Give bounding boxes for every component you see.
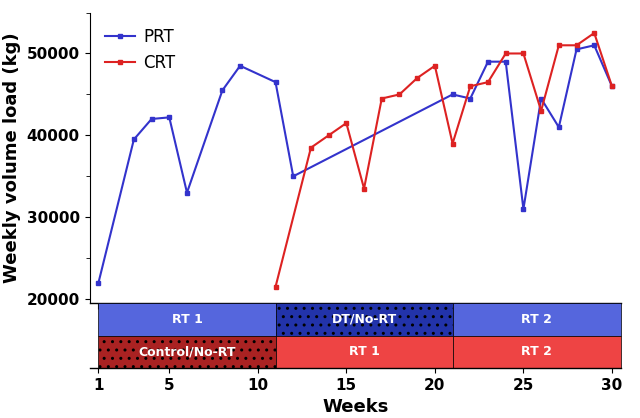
Bar [452,303,621,336]
PRT [183,190,191,195]
CRT [324,133,333,138]
CRT [360,186,368,191]
PRT [289,174,297,179]
Bar [99,336,275,368]
PRT [537,96,545,101]
PRT [236,63,244,68]
PRT [555,125,563,130]
PRT [130,137,138,142]
PRT [467,96,474,101]
PRT [271,80,279,85]
CRT [271,284,279,289]
Text: DT/No-RT: DT/No-RT [332,313,397,326]
X-axis label: Weeks: Weeks [322,398,388,416]
CRT [467,84,474,89]
CRT [573,43,580,48]
PRT [484,59,492,64]
PRT [148,117,156,122]
Text: RT 2: RT 2 [521,345,552,358]
CRT [431,63,439,68]
Y-axis label: Weekly volume load (kg): Weekly volume load (kg) [3,33,21,283]
Line: CRT: CRT [273,31,614,289]
Bar [452,336,621,368]
CRT [520,51,527,56]
PRT [590,43,598,48]
CRT [378,96,385,101]
Text: Control/No-RT: Control/No-RT [138,345,236,358]
CRT [307,145,315,150]
CRT [484,80,492,85]
Legend: PRT, CRT: PRT, CRT [98,21,182,79]
CRT [537,108,545,113]
CRT [608,84,616,89]
PRT [608,84,616,89]
Text: RT 1: RT 1 [172,313,202,326]
Line: PRT: PRT [96,43,614,285]
Bar [275,336,452,368]
CRT [502,51,509,56]
CRT [555,43,563,48]
CRT [342,120,350,125]
CRT [413,76,421,81]
PRT [520,206,527,212]
PRT [449,92,456,97]
CRT [449,141,456,146]
Bar [275,303,452,336]
PRT [573,47,580,52]
Text: RT 2: RT 2 [521,313,552,326]
CRT [396,92,403,97]
PRT [165,115,173,120]
PRT [502,59,509,64]
PRT [95,280,102,285]
CRT [590,31,598,36]
Bar [99,303,275,336]
Text: RT 1: RT 1 [349,345,380,358]
PRT [218,88,227,93]
